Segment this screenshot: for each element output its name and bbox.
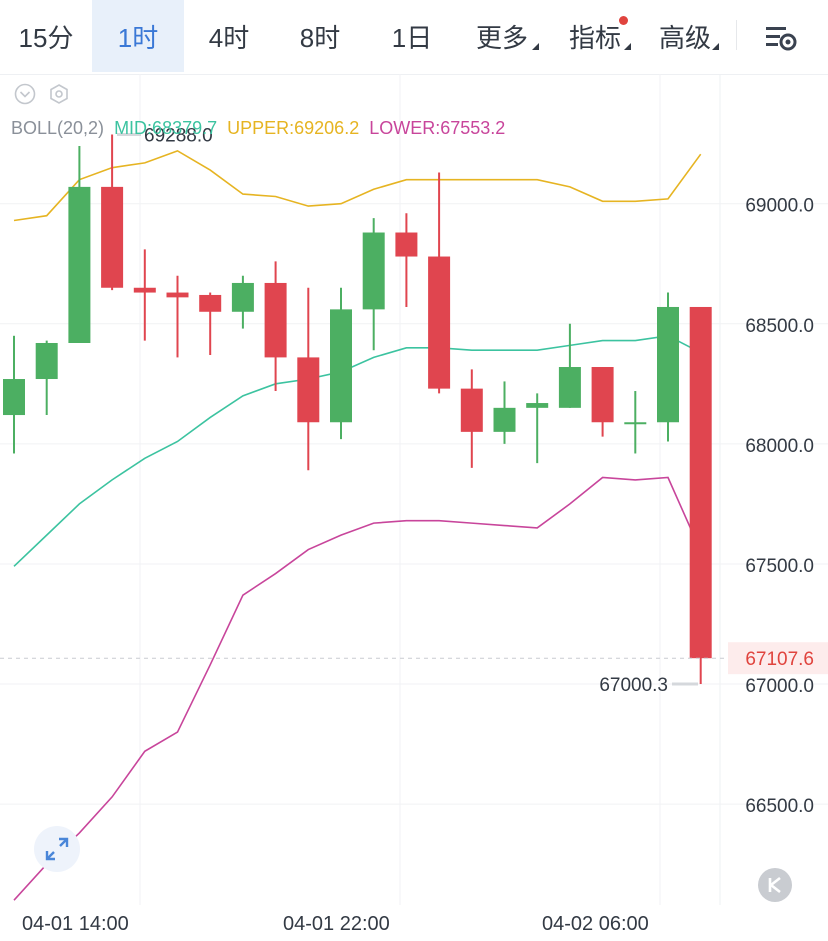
boll-upper-value: UPPER:69206.2 xyxy=(227,118,360,138)
tab-4h[interactable]: 4时 xyxy=(186,0,272,72)
candle-body xyxy=(264,282,287,358)
price-chart[interactable]: 69000.0 68500.0 68000.0 67500.0 67000.0 66500… xyxy=(0,74,828,905)
candle-body xyxy=(657,306,679,423)
k-line-button[interactable] xyxy=(758,868,792,902)
time-label: 04-01 14:00 xyxy=(22,913,129,935)
tab-label: 4时 xyxy=(208,22,250,53)
boll-indicator-legend: BOLL(20,2) MID:68379.7 UPPER:69206.2 LOWER:… xyxy=(11,118,515,139)
high-price-label: 69288.0 xyxy=(144,126,213,147)
dropdown-caret-icon xyxy=(712,43,719,50)
dropdown-caret-icon xyxy=(532,43,539,50)
current-price-label: 67107.6 xyxy=(745,649,814,670)
boll-mid-value: MID:68379.7 xyxy=(114,118,218,138)
candle-body xyxy=(133,287,156,293)
time-label: 04-01 22:00 xyxy=(283,913,390,935)
candle-body xyxy=(689,306,712,659)
chart-settings-button[interactable] xyxy=(760,18,804,58)
candle-body xyxy=(199,294,222,312)
candle-body xyxy=(297,357,320,423)
candle-body xyxy=(362,232,385,310)
collapse-chevron-icon[interactable] xyxy=(14,83,36,105)
tab-label: 15分 xyxy=(18,22,74,53)
tab-label: 更多 xyxy=(475,22,528,53)
candle-body xyxy=(101,186,124,288)
candle-body xyxy=(591,367,614,423)
current-price-tag xyxy=(728,642,828,675)
candle-body xyxy=(166,292,189,298)
candle-body xyxy=(395,232,418,257)
candle-body xyxy=(428,256,451,389)
candle-body xyxy=(231,282,254,312)
price-tick-label: 68000.0 xyxy=(745,436,814,457)
tab-1d[interactable]: 1日 xyxy=(368,0,456,72)
candle-body xyxy=(3,379,25,416)
candle-body xyxy=(460,388,483,432)
tab-label: 1日 xyxy=(391,22,433,53)
boll-upper-line xyxy=(13,149,702,222)
price-tick-label: 67500.0 xyxy=(745,556,814,577)
tab-label: 8时 xyxy=(299,22,341,53)
expand-arrows-icon xyxy=(45,837,69,861)
chart-settings-icon xyxy=(766,27,797,51)
tab-label: 1时 xyxy=(117,22,159,53)
notification-dot-icon xyxy=(619,16,628,25)
tab-advanced[interactable]: 高级 xyxy=(648,0,722,72)
low-price-label: 67000.3 xyxy=(599,675,668,696)
indicator-controls xyxy=(14,82,74,106)
candle-body xyxy=(493,407,516,432)
candle-body xyxy=(558,367,581,408)
k-icon xyxy=(768,876,781,894)
boll-mid-line xyxy=(13,334,702,567)
candle-body xyxy=(35,342,58,380)
tab-15min[interactable]: 15分 xyxy=(4,0,88,72)
candle-body xyxy=(526,403,549,408)
boll-lower-value: LOWER:67553.2 xyxy=(369,118,506,138)
dropdown-caret-icon xyxy=(624,43,631,50)
price-tick-label: 67000.0 xyxy=(745,676,814,697)
candle-body xyxy=(330,309,352,423)
time-label: 04-02 06:00 xyxy=(542,913,649,935)
boll-lower-line xyxy=(13,476,702,901)
fullscreen-button[interactable] xyxy=(34,826,80,872)
candle-body xyxy=(624,422,647,425)
price-tick-label: 69000.0 xyxy=(745,196,814,217)
timeframe-tab-bar: 15分 1时 4时 8时 1日 更多 指标 高级 xyxy=(0,0,828,75)
tab-1h[interactable]: 1时 xyxy=(92,0,184,72)
tab-more[interactable]: 更多 xyxy=(462,0,542,72)
indicator-settings-icon[interactable] xyxy=(50,84,68,104)
price-tick-label: 66500.0 xyxy=(745,796,814,817)
tab-indicators[interactable]: 指标 xyxy=(556,0,634,72)
boll-name: BOLL(20,2) xyxy=(11,118,105,138)
tab-8h[interactable]: 8时 xyxy=(276,0,364,72)
tab-divider xyxy=(736,20,737,50)
time-axis: 04-01 14:00 04-01 22:00 04-02 06:00 xyxy=(0,905,828,941)
tab-label: 指标 xyxy=(568,22,621,53)
tab-label: 高级 xyxy=(658,22,711,53)
price-tick-label: 68500.0 xyxy=(745,316,814,337)
candle-body xyxy=(68,186,91,343)
